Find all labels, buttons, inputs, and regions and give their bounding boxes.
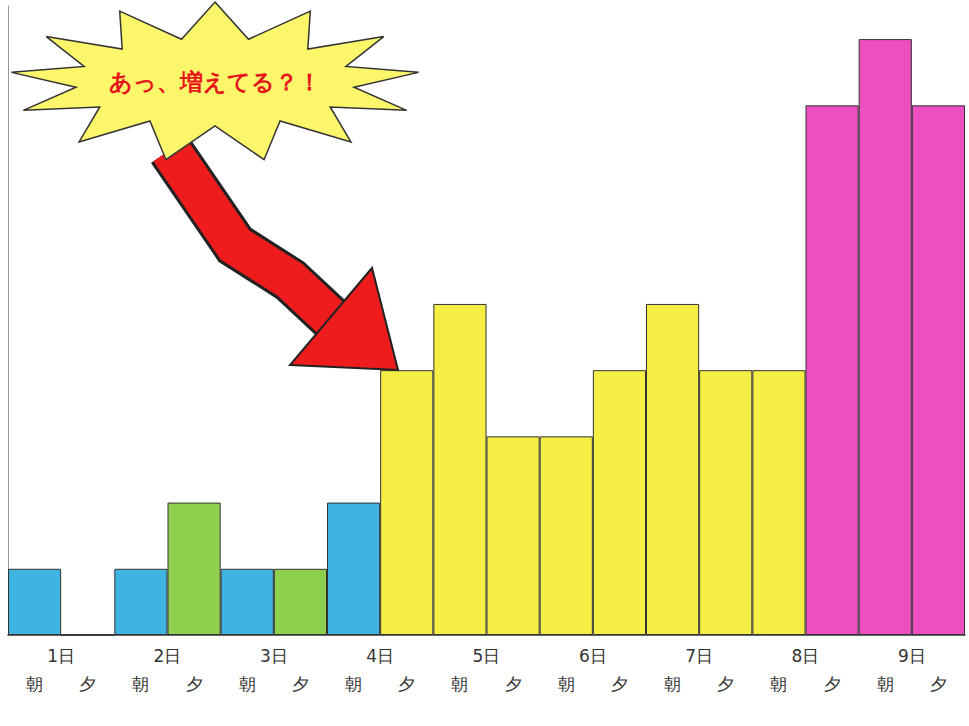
svg-text:2日: 2日 <box>154 646 182 666</box>
svg-text:朝: 朝 <box>132 674 149 694</box>
svg-text:朝: 朝 <box>345 674 362 694</box>
svg-text:6日: 6日 <box>579 646 607 666</box>
svg-text:夕: 夕 <box>930 674 947 694</box>
svg-text:3日: 3日 <box>260 646 288 666</box>
svg-text:夕: 夕 <box>186 674 203 694</box>
svg-text:夕: 夕 <box>611 674 628 694</box>
svg-text:朝: 朝 <box>558 674 575 694</box>
svg-text:朝: 朝 <box>664 674 681 694</box>
svg-text:あっ、増えてる？！: あっ、増えてる？！ <box>109 69 321 95</box>
svg-text:朝: 朝 <box>26 674 43 694</box>
svg-text:夕: 夕 <box>717 674 734 694</box>
svg-text:夕: 夕 <box>398 674 415 694</box>
svg-text:朝: 朝 <box>451 674 468 694</box>
svg-text:5日: 5日 <box>473 646 501 666</box>
svg-text:朝: 朝 <box>239 674 256 694</box>
svg-text:8日: 8日 <box>792 646 820 666</box>
svg-text:9日: 9日 <box>898 646 926 666</box>
svg-text:朝: 朝 <box>877 674 894 694</box>
svg-text:7日: 7日 <box>685 646 713 666</box>
svg-text:夕: 夕 <box>824 674 841 694</box>
svg-text:夕: 夕 <box>292 674 309 694</box>
svg-text:夕: 夕 <box>79 674 96 694</box>
svg-text:4日: 4日 <box>366 646 394 666</box>
svg-text:夕: 夕 <box>505 674 522 694</box>
svg-text:1日: 1日 <box>47 646 75 666</box>
svg-text:朝: 朝 <box>770 674 787 694</box>
